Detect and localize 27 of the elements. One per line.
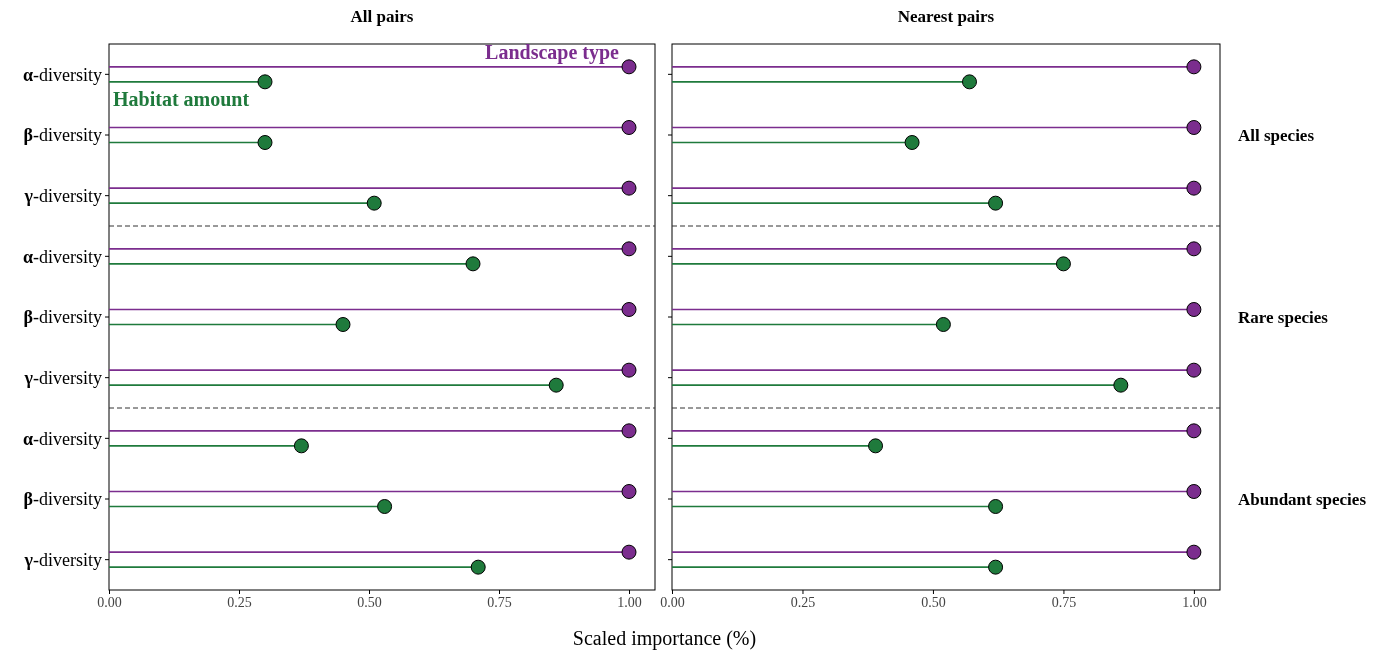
y-tick-label: γ-diversity [23, 367, 102, 388]
y-tick-label: α-diversity [22, 428, 102, 449]
y-tick-label: γ-diversity [23, 185, 102, 206]
x-axis-title: Scaled importance (%) [572, 627, 757, 650]
x-tick-label: 1.00 [617, 594, 642, 610]
y-tick-label: γ-diversity [23, 549, 102, 570]
y-tick-label: α-diversity [22, 246, 102, 267]
chart-title: All pairs [350, 7, 414, 26]
y-tick-label: β-diversity [23, 125, 102, 146]
x-tick-label: 0.00 [97, 594, 122, 610]
series-label: Landscape type [485, 40, 620, 64]
x-tick-label: 0.25 [790, 594, 816, 610]
y-tick-label: β-diversity [23, 307, 102, 328]
x-tick-label: 0.75 [487, 594, 512, 610]
chart-title: Nearest pairs [897, 7, 995, 26]
text: Abundant species [1238, 489, 1367, 509]
series-label: Habitat amount [113, 87, 250, 110]
x-tick-label: 0.50 [921, 594, 946, 610]
y-tick-label: β-diversity [23, 489, 102, 510]
x-tick-label: 1.00 [1182, 594, 1207, 610]
x-tick-label: 0.25 [227, 594, 252, 610]
y-tick-label: α-diversity [22, 64, 102, 85]
x-tick-label: 0.75 [1051, 594, 1077, 610]
x-tick-label: 0.50 [357, 594, 382, 610]
text: All species [1238, 125, 1315, 145]
x-tick-label: 0.00 [660, 594, 685, 610]
text: Rare species [1238, 307, 1329, 327]
